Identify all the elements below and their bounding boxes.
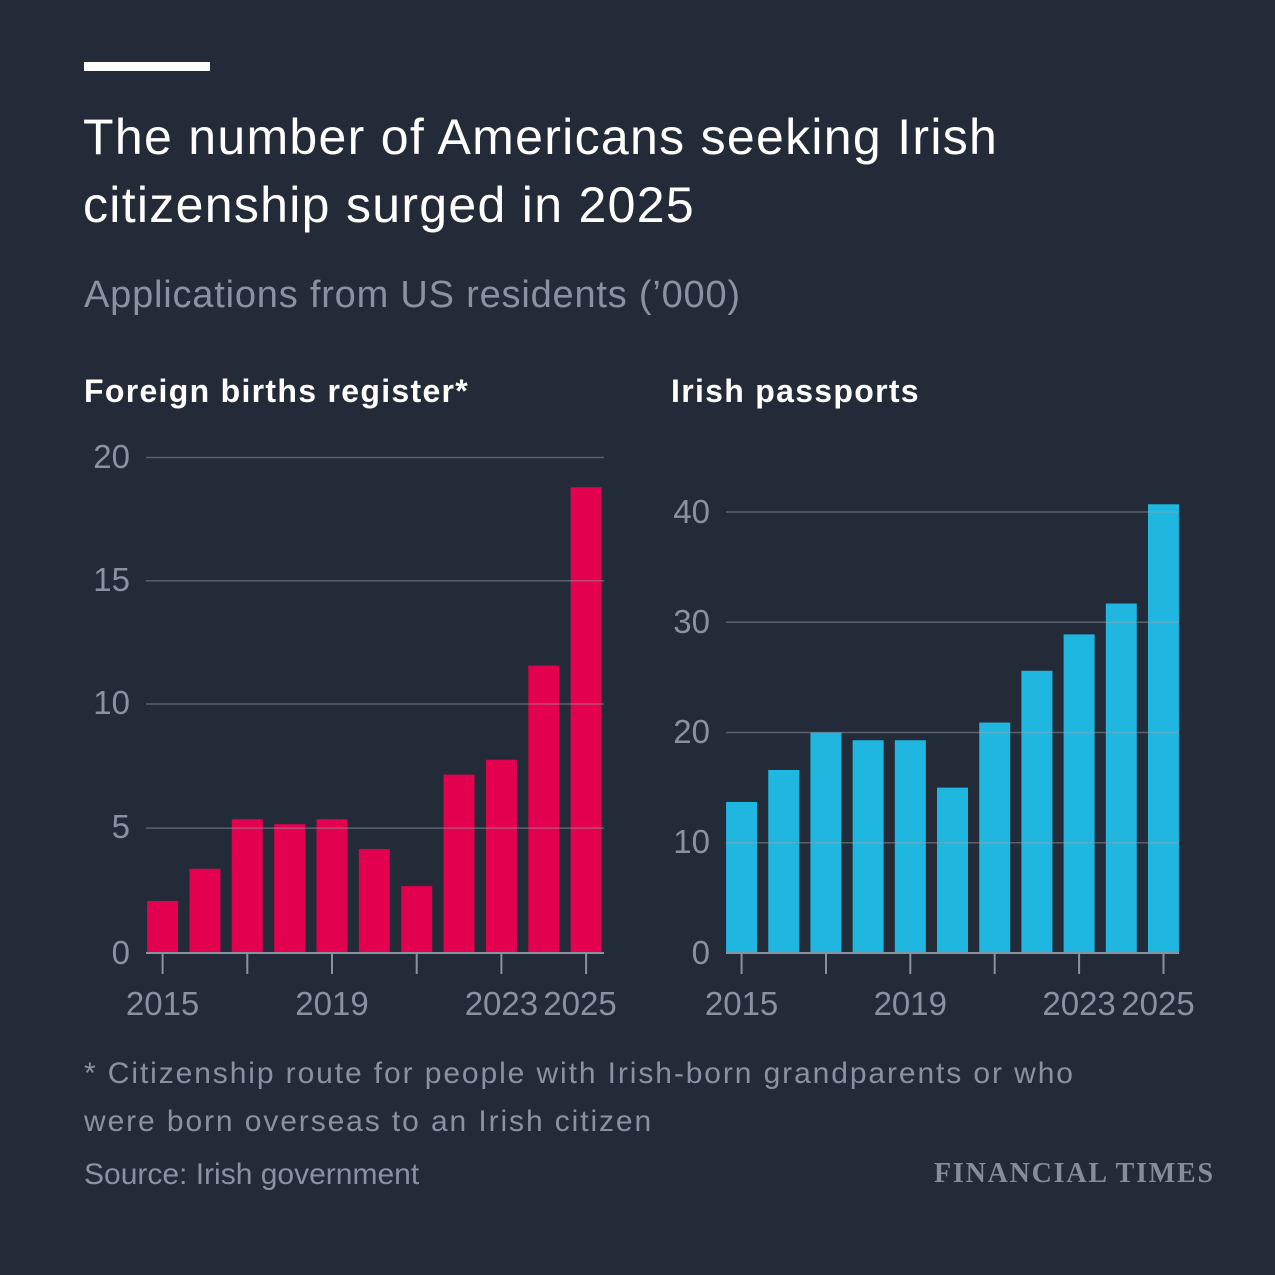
svg-text:2025: 2025 (1121, 985, 1194, 1022)
svg-text:40: 40 (673, 493, 710, 530)
svg-text:10: 10 (93, 684, 130, 721)
svg-text:2019: 2019 (295, 985, 368, 1022)
svg-text:2023: 2023 (1042, 985, 1115, 1022)
svg-text:30: 30 (673, 603, 710, 640)
svg-text:20: 20 (93, 438, 130, 475)
svg-text:2015: 2015 (705, 985, 778, 1022)
svg-text:15: 15 (93, 561, 130, 598)
svg-text:5: 5 (112, 808, 130, 845)
svg-text:2025: 2025 (543, 985, 616, 1022)
svg-text:0: 0 (112, 934, 130, 971)
svg-text:0: 0 (692, 934, 710, 971)
svg-text:2019: 2019 (874, 985, 947, 1022)
svg-text:10: 10 (673, 823, 710, 860)
svg-text:2015: 2015 (126, 985, 199, 1022)
svg-text:2023: 2023 (465, 985, 538, 1022)
svg-text:20: 20 (673, 713, 710, 750)
